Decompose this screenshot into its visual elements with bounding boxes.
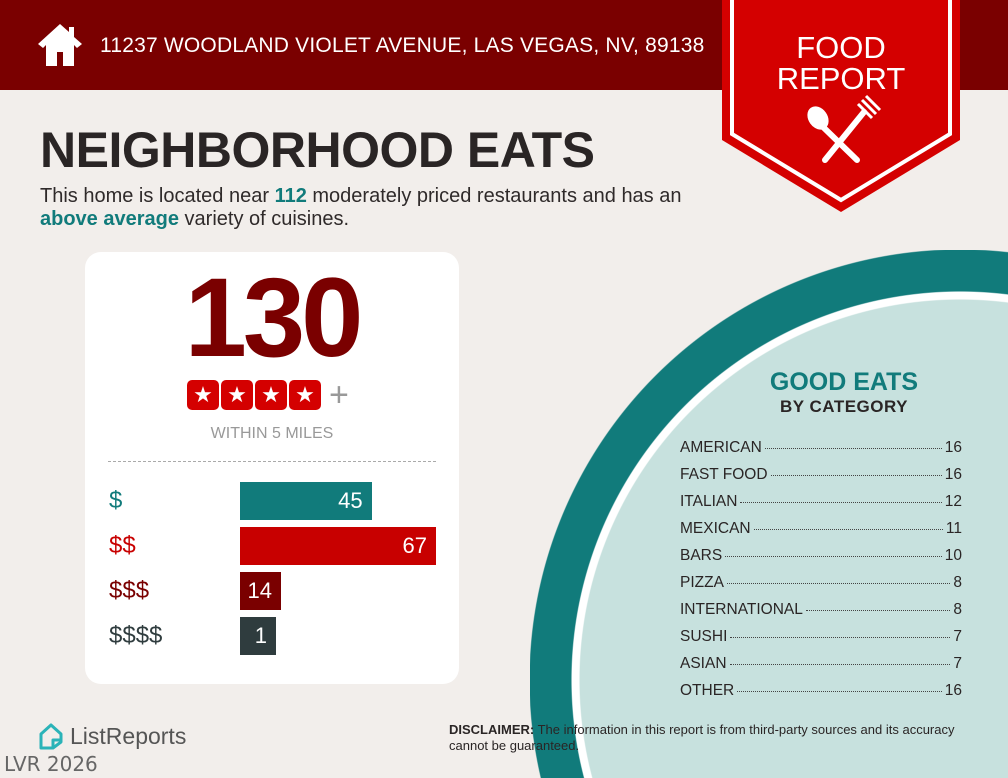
summary-text: This home is located near 112 moderately… [40, 185, 720, 231]
good-eats-subtitle: BY CATEGORY [780, 397, 908, 416]
star-icon: ★ [289, 380, 321, 410]
logo-icon [39, 723, 63, 750]
category-item: MEXICAN 11 [680, 519, 962, 546]
category-count: 10 [944, 547, 962, 564]
category-name: INTERNATIONAL [680, 601, 803, 618]
property-address: 11237 WOODLAND VIOLET AVENUE, LAS VEGAS,… [100, 34, 705, 57]
dot-leader [770, 475, 942, 476]
star-icon: ★ [255, 380, 287, 410]
price-tier-row: $$ 67 [85, 527, 459, 565]
dot-leader [740, 502, 942, 503]
listreports-logo: ListReports [38, 722, 186, 750]
price-tier-label: $$$ [109, 577, 150, 604]
good-eats-title: GOOD EATS [769, 368, 919, 396]
price-tier-row: $$$ 14 [85, 572, 459, 610]
category-item: ITALIAN 12 [680, 492, 962, 519]
variety-rating: above average [40, 208, 179, 230]
price-tier-bar: 67 [240, 527, 436, 565]
category-item: OTHER 16 [680, 681, 962, 708]
category-name: ASIAN [680, 655, 727, 672]
star-icon: ★ [187, 380, 219, 410]
price-tier-label: $$$$ [109, 622, 163, 649]
utensils-icon [807, 94, 882, 163]
summary-part: This home is located near [40, 185, 275, 207]
watermark: LVR 2026 [4, 752, 98, 776]
summary-part: moderately priced restaurants and has an [306, 185, 682, 207]
category-name: ITALIAN [680, 493, 738, 510]
dot-leader [729, 664, 951, 665]
category-count: 8 [953, 574, 962, 591]
star-rating: ★ ★ ★ ★ + [187, 376, 349, 414]
total-count: 130 [184, 255, 364, 380]
good-eats-heading: GOOD EATS BY CATEGORY [740, 368, 948, 418]
category-name: PIZZA [680, 574, 724, 591]
dot-leader [726, 583, 951, 584]
dot-leader [805, 610, 951, 611]
category-count: 7 [953, 628, 962, 645]
category-name: OTHER [680, 682, 735, 699]
badge-text: FOOD REPORT [722, 32, 960, 94]
restaurant-count-card: 130 ★ ★ ★ ★ + WITHIN 5 MILES $45 $$ 67 $$$ 14 $$$… [85, 252, 459, 684]
dot-leader [764, 448, 942, 449]
category-name: SUSHI [680, 628, 728, 645]
category-item: SUSHI 7 [680, 627, 962, 654]
plus-icon: + [329, 376, 349, 414]
dot-leader [737, 691, 942, 692]
star-icon: ★ [221, 380, 253, 410]
category-item: BARS 10 [680, 546, 962, 573]
badge-line-2: REPORT [776, 61, 906, 96]
category-item: AMERICAN 16 [680, 438, 962, 465]
category-item: PIZZA 8 [680, 573, 962, 600]
home-icon [38, 24, 82, 66]
price-tier-bar: 14 [240, 572, 281, 610]
category-name: AMERICAN [680, 439, 762, 456]
price-tier-bar: 1 [240, 617, 276, 655]
category-item: INTERNATIONAL 8 [680, 600, 962, 627]
category-count: 8 [953, 601, 962, 618]
category-list: AMERICAN 16 FAST FOOD 16 ITALIAN 12 MEXICAN 11 B… [680, 438, 962, 708]
dot-leader [725, 556, 942, 557]
category-name: MEXICAN [680, 520, 751, 537]
dot-leader [753, 529, 943, 530]
disclaimer-label: DISCLAIMER: [449, 722, 535, 737]
category-name: FAST FOOD [680, 466, 768, 483]
category-count: 12 [944, 493, 962, 510]
disclaimer: DISCLAIMER: The information in this repo… [449, 722, 979, 754]
category-item: ASIAN 7 [680, 654, 962, 681]
summary-part: variety of cuisines. [178, 208, 350, 230]
page-title: NEIGHBORHOOD EATS [40, 122, 595, 178]
divider [108, 461, 436, 462]
price-tier-bar: 45 [240, 482, 372, 520]
category-count: 11 [945, 520, 962, 537]
price-tier-label: $ [109, 487, 123, 514]
price-tier-label: $$ [109, 532, 136, 559]
price-tier-row: $$$$ 1 [85, 617, 459, 655]
dot-leader [730, 637, 951, 638]
disclaimer-text: The information in this report is from t… [449, 722, 955, 753]
plate-graphic [530, 250, 1008, 778]
category-count: 16 [944, 682, 962, 699]
food-report-badge [722, 0, 960, 212]
category-name: BARS [680, 547, 723, 564]
category-count: 7 [953, 655, 962, 672]
category-count: 16 [944, 439, 962, 456]
badge-line-1: FOOD [796, 30, 886, 65]
restaurant-count: 112 [274, 185, 307, 207]
price-tier-row: $45 [85, 482, 459, 520]
distance-label: WITHIN 5 MILES [210, 425, 334, 442]
category-count: 16 [944, 466, 962, 483]
category-item: FAST FOOD 16 [680, 465, 962, 492]
logo-text: ListReports [70, 723, 187, 749]
